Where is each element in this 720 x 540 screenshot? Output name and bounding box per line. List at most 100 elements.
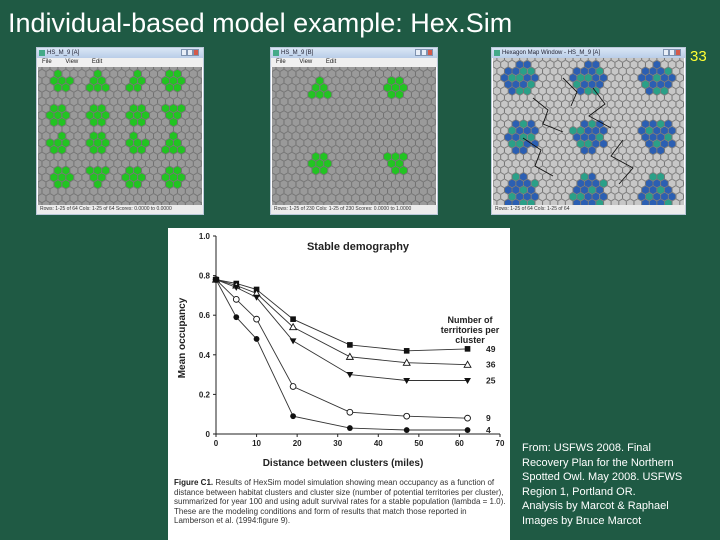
habitat-hex bbox=[283, 159, 292, 169]
territory-hex bbox=[395, 159, 404, 169]
menu-edit[interactable]: Edit bbox=[91, 59, 103, 65]
habitat-hex bbox=[279, 110, 288, 120]
habitat-hex bbox=[319, 110, 328, 120]
menu-file[interactable]: File bbox=[276, 59, 286, 65]
territory-hex bbox=[161, 103, 170, 113]
caption-label: Figure C1. bbox=[174, 478, 214, 487]
habitat-hex bbox=[375, 165, 384, 176]
territory-hex bbox=[553, 179, 562, 188]
territory-hex bbox=[645, 165, 654, 175]
window-title: HS_M_9 [B] bbox=[281, 50, 314, 56]
menu-view[interactable]: View bbox=[299, 59, 313, 65]
minimize-icon[interactable] bbox=[181, 49, 187, 56]
territory-hex bbox=[512, 106, 520, 116]
habitat-hex bbox=[343, 69, 352, 79]
maximize-icon[interactable] bbox=[421, 49, 427, 56]
territory-hex bbox=[512, 172, 520, 182]
territory-hex bbox=[603, 159, 612, 168]
hexsim-window-dense-clusters[interactable]: HS_M_9 [A] File View Edit Rows: 1-25 of … bbox=[36, 47, 204, 215]
habitat-hex bbox=[272, 200, 276, 205]
habitat-hex bbox=[391, 179, 400, 189]
territory-hex bbox=[61, 83, 70, 93]
territory-hex bbox=[641, 132, 650, 142]
minimize-icon[interactable] bbox=[415, 49, 421, 56]
territory-hex bbox=[653, 73, 661, 83]
territory-hex bbox=[508, 60, 516, 69]
minimize-icon[interactable] bbox=[663, 49, 669, 56]
habitat-hex bbox=[121, 131, 130, 141]
territory-hex bbox=[679, 80, 684, 89]
habitat-hex bbox=[371, 131, 380, 141]
habitat-hex bbox=[81, 172, 90, 182]
habitat-hex bbox=[419, 200, 428, 205]
legend-title-line1: Number of bbox=[448, 315, 494, 325]
habitat-hex bbox=[81, 159, 90, 169]
window-titlebar[interactable]: HS_M_9 [A] bbox=[37, 48, 203, 58]
y-axis-label: Mean occupancy bbox=[177, 297, 188, 378]
territory-hex bbox=[391, 165, 400, 176]
territory-hex bbox=[515, 86, 524, 96]
close-icon[interactable] bbox=[193, 49, 199, 56]
habitat-hex bbox=[153, 131, 162, 141]
territory-hex bbox=[557, 185, 566, 195]
habitat-hex bbox=[343, 96, 352, 107]
habitat-hex bbox=[272, 67, 276, 72]
habitat-hex bbox=[419, 76, 428, 86]
habitat-hex bbox=[403, 172, 412, 182]
habitat-hex bbox=[38, 110, 46, 120]
habitat-hex bbox=[367, 96, 376, 107]
hexsim-window-movement-paths[interactable]: Hexagon Map Window - HS_M_9 [A] Rows: 1-… bbox=[491, 47, 686, 215]
territory-hex bbox=[675, 179, 684, 188]
window-titlebar[interactable]: HS_M_9 [B] bbox=[271, 48, 437, 58]
data-point-circle-open bbox=[253, 315, 260, 323]
territory-hex bbox=[565, 185, 574, 195]
app-icon bbox=[39, 50, 45, 56]
territory-hex bbox=[496, 80, 505, 89]
habitat-hex bbox=[415, 110, 424, 120]
territory-hex bbox=[569, 152, 577, 162]
habitat-hex bbox=[351, 138, 360, 148]
territory-hex bbox=[493, 73, 501, 83]
habitat-hex bbox=[145, 76, 154, 86]
territory-hex bbox=[630, 126, 638, 135]
maximize-icon[interactable] bbox=[669, 49, 675, 56]
hexsim-window-sparse-clusters[interactable]: HS_M_9 [B] File View Edit Rows: 1-25 of … bbox=[270, 47, 438, 215]
credit-line: From: USFWS 2008. Final bbox=[522, 442, 651, 454]
habitat-hex bbox=[272, 76, 276, 86]
hex-map-canvas[interactable] bbox=[38, 67, 202, 205]
territory-hex bbox=[595, 198, 604, 205]
territory-hex bbox=[584, 165, 593, 175]
close-icon[interactable] bbox=[427, 49, 433, 56]
window-titlebar[interactable]: Hexagon Map Window - HS_M_9 [A] bbox=[492, 48, 685, 58]
habitat-hex bbox=[157, 96, 166, 107]
menu-file[interactable]: File bbox=[42, 59, 52, 65]
territory-hex bbox=[61, 165, 70, 176]
habitat-hex bbox=[197, 193, 202, 203]
territory-hex bbox=[637, 152, 646, 162]
territory-hex bbox=[141, 110, 150, 120]
territory-hex bbox=[557, 106, 566, 116]
territory-hex bbox=[557, 119, 566, 129]
hex-map-canvas[interactable] bbox=[272, 67, 436, 205]
territory-hex bbox=[653, 126, 661, 135]
habitat-hex bbox=[359, 83, 368, 93]
habitat-hex bbox=[141, 83, 150, 93]
territory-hex bbox=[53, 69, 62, 79]
habitat-hex bbox=[272, 165, 280, 176]
habitat-hex bbox=[189, 193, 198, 203]
territory-hex bbox=[679, 58, 684, 63]
habitat-hex bbox=[105, 117, 114, 127]
habitat-hex bbox=[81, 145, 90, 155]
maximize-icon[interactable] bbox=[187, 49, 193, 56]
habitat-hex bbox=[331, 131, 340, 141]
close-icon[interactable] bbox=[675, 49, 681, 56]
territory-hex bbox=[565, 106, 574, 116]
hex-map-canvas[interactable] bbox=[493, 58, 684, 205]
habitat-hex bbox=[279, 152, 288, 162]
territory-hex bbox=[599, 73, 608, 83]
habitat-hex bbox=[367, 152, 376, 162]
habitat-hex bbox=[117, 69, 126, 79]
territory-hex bbox=[653, 113, 661, 122]
menu-view[interactable]: View bbox=[65, 59, 79, 65]
menu-edit[interactable]: Edit bbox=[325, 59, 337, 65]
